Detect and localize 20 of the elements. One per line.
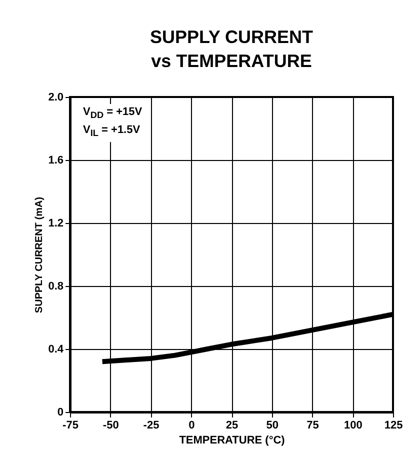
y-tick-label: 0.8 <box>48 280 64 292</box>
x-tick-label: -25 <box>143 420 160 432</box>
y-tick-label: 1.2 <box>48 218 64 230</box>
chart-title: SUPPLY CURRENT vs TEMPERATURE <box>150 27 314 71</box>
x-tick-label: 75 <box>306 420 319 432</box>
x-tick-label: 50 <box>266 420 278 432</box>
y-tick-label: 2.0 <box>48 92 64 104</box>
x-tick-label: 0 <box>188 420 195 432</box>
x-tick-label: 25 <box>226 420 238 432</box>
x-tick-label: 125 <box>384 420 403 432</box>
y-tick-label: 1.6 <box>48 154 64 166</box>
y-axis-title: SUPPLY CURRENT (mA) <box>34 196 46 314</box>
y-tick-label: 0.4 <box>48 344 64 356</box>
x-tick-label: -75 <box>62 420 78 432</box>
x-axis-title: TEMPERATURE (°C) <box>179 434 286 446</box>
x-tick-label: 100 <box>344 420 362 432</box>
annotation: V$_{IL}$ = +1.5V <box>83 123 142 140</box>
annotation: V$_{DD}$ = +15V <box>83 105 142 122</box>
x-tick-label: -50 <box>102 420 119 432</box>
y-tick-label: 0 <box>57 406 64 418</box>
